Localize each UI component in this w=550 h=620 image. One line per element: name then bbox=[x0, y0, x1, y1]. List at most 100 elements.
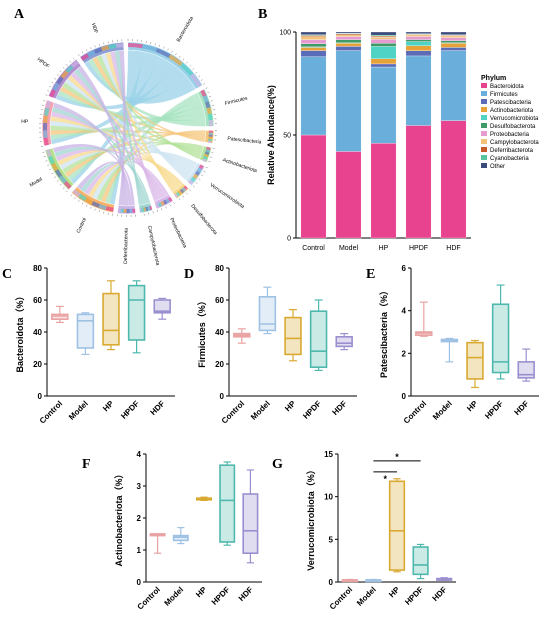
chord-tick bbox=[207, 91, 210, 93]
bar-segment bbox=[335, 151, 362, 239]
legend-label: Desulfobacterota bbox=[490, 124, 536, 130]
legend-label: Proteobacteria bbox=[490, 132, 530, 138]
y-tick-label: 40 bbox=[215, 328, 224, 337]
chord-tick bbox=[62, 187, 65, 189]
legend-swatch bbox=[481, 163, 487, 168]
chord-taxon-label: Patescibacteria bbox=[227, 136, 262, 146]
chord-sub-arc bbox=[202, 95, 209, 103]
chord-tick bbox=[192, 68, 195, 70]
chord-tick bbox=[169, 204, 171, 207]
y-tick-label: 0 bbox=[402, 392, 407, 401]
chord-sub-arc bbox=[105, 206, 114, 212]
chord-sub-arc bbox=[54, 169, 63, 178]
bar-segment bbox=[300, 36, 327, 40]
chord-tick bbox=[103, 42, 105, 45]
y-axis-label: Relative Abundance(%) bbox=[266, 85, 276, 185]
legend-swatch bbox=[481, 155, 487, 160]
chord-sub-arc bbox=[80, 53, 89, 61]
chord-sub-arc bbox=[194, 170, 201, 177]
chord-ribbon bbox=[67, 99, 203, 181]
y-tick-label: 1 bbox=[137, 546, 142, 555]
y-tick-label: 80 bbox=[33, 264, 42, 273]
x-tick-label: HPDF bbox=[483, 399, 505, 421]
legend-label: Campylobacterota bbox=[490, 140, 539, 146]
bar-segment bbox=[405, 41, 432, 46]
chord-tick bbox=[150, 41, 152, 45]
legend-swatch bbox=[481, 131, 487, 136]
bar-segment bbox=[300, 35, 327, 37]
bar-segment bbox=[440, 37, 467, 41]
y-tick-label: 20 bbox=[215, 360, 224, 369]
chord-ribbon bbox=[50, 120, 194, 174]
legend-label: Actinobacteriota bbox=[490, 108, 534, 114]
chord-sub-arc bbox=[190, 73, 202, 88]
x-tick-label: HP bbox=[387, 585, 402, 600]
x-tick-label: HDF bbox=[237, 585, 255, 603]
chord-ribbon bbox=[52, 144, 132, 206]
chord-tick bbox=[78, 54, 80, 56]
chord-tick bbox=[45, 160, 48, 162]
box-panel-g: 0 5 10 15 Verrucomicrobiota（%） Control Model HP… bbox=[306, 450, 456, 612]
chord-sub-arc bbox=[206, 107, 212, 115]
chord-taxon-label: Deferribacterota bbox=[123, 228, 130, 264]
chord-tick bbox=[43, 100, 46, 102]
chord-tick bbox=[210, 100, 213, 102]
chord-sub-arc bbox=[84, 197, 94, 205]
x-tick-label: HP bbox=[194, 585, 209, 600]
chord-tick bbox=[98, 43, 100, 46]
chord-sub-arc bbox=[162, 199, 168, 205]
chord-sub-arc bbox=[132, 208, 136, 213]
y-axis-label: Verrucomicrobiota（%） bbox=[306, 465, 316, 571]
chord-tick bbox=[171, 50, 173, 53]
chord-tick bbox=[54, 176, 56, 178]
chord-tick bbox=[51, 172, 54, 175]
legend-swatch bbox=[481, 139, 487, 144]
bar-segment bbox=[405, 36, 432, 40]
chord-sub-arc bbox=[147, 206, 151, 211]
chord-tick bbox=[103, 211, 105, 214]
box-panel-d: 0 20 40 60 80 Firmicutes（%） Control Model HP HPDF… bbox=[197, 264, 357, 426]
chord-tick bbox=[165, 206, 167, 209]
chord-tick bbox=[81, 51, 84, 54]
y-tick-label: 20 bbox=[33, 360, 42, 369]
chord-tick bbox=[73, 57, 75, 60]
chord-ribbon bbox=[54, 146, 149, 204]
legend-swatch bbox=[481, 99, 487, 104]
chord-ribbon bbox=[62, 141, 204, 174]
chord-ribbon bbox=[52, 102, 129, 206]
legend-swatch bbox=[481, 107, 487, 112]
chord-tick bbox=[69, 60, 72, 63]
chord-sub-arc bbox=[51, 162, 59, 172]
chord-tick bbox=[178, 55, 181, 58]
panel-letter-g: G bbox=[272, 457, 283, 472]
legend-label: Cyanobacteria bbox=[490, 156, 529, 162]
chord-sub-arc bbox=[200, 89, 207, 97]
chord-taxon-label: Proteobacteria bbox=[168, 217, 188, 249]
bar-segment bbox=[440, 120, 467, 239]
y-tick-label: 4 bbox=[137, 450, 142, 459]
chord-sub-arc bbox=[175, 191, 181, 197]
chord-sub-arc bbox=[168, 196, 173, 202]
bar-segment bbox=[405, 31, 432, 34]
chord-tick bbox=[90, 206, 92, 209]
bar-segment bbox=[370, 143, 397, 239]
chord-tick bbox=[163, 46, 165, 49]
chord-sub-arc bbox=[123, 208, 127, 213]
chord-sub-arc bbox=[202, 158, 207, 163]
chord-sub-arc bbox=[198, 164, 204, 170]
x-tick-label: Control bbox=[302, 245, 325, 252]
x-tick-label: HPDF bbox=[409, 245, 428, 252]
chord-tick bbox=[175, 53, 177, 56]
chord-tick bbox=[186, 61, 188, 64]
x-tick-label: HP bbox=[465, 399, 480, 414]
chord-ribbon bbox=[70, 51, 160, 185]
y-tick-label: 4 bbox=[402, 307, 407, 316]
chord-sub-arc bbox=[108, 43, 117, 50]
x-tick-label: HP bbox=[283, 399, 298, 414]
chord-sub-arc bbox=[60, 70, 69, 79]
x-tick-label: HDF bbox=[149, 399, 167, 417]
box bbox=[517, 361, 535, 379]
y-tick-label: 80 bbox=[215, 264, 224, 273]
chord-ribbon bbox=[62, 82, 202, 157]
